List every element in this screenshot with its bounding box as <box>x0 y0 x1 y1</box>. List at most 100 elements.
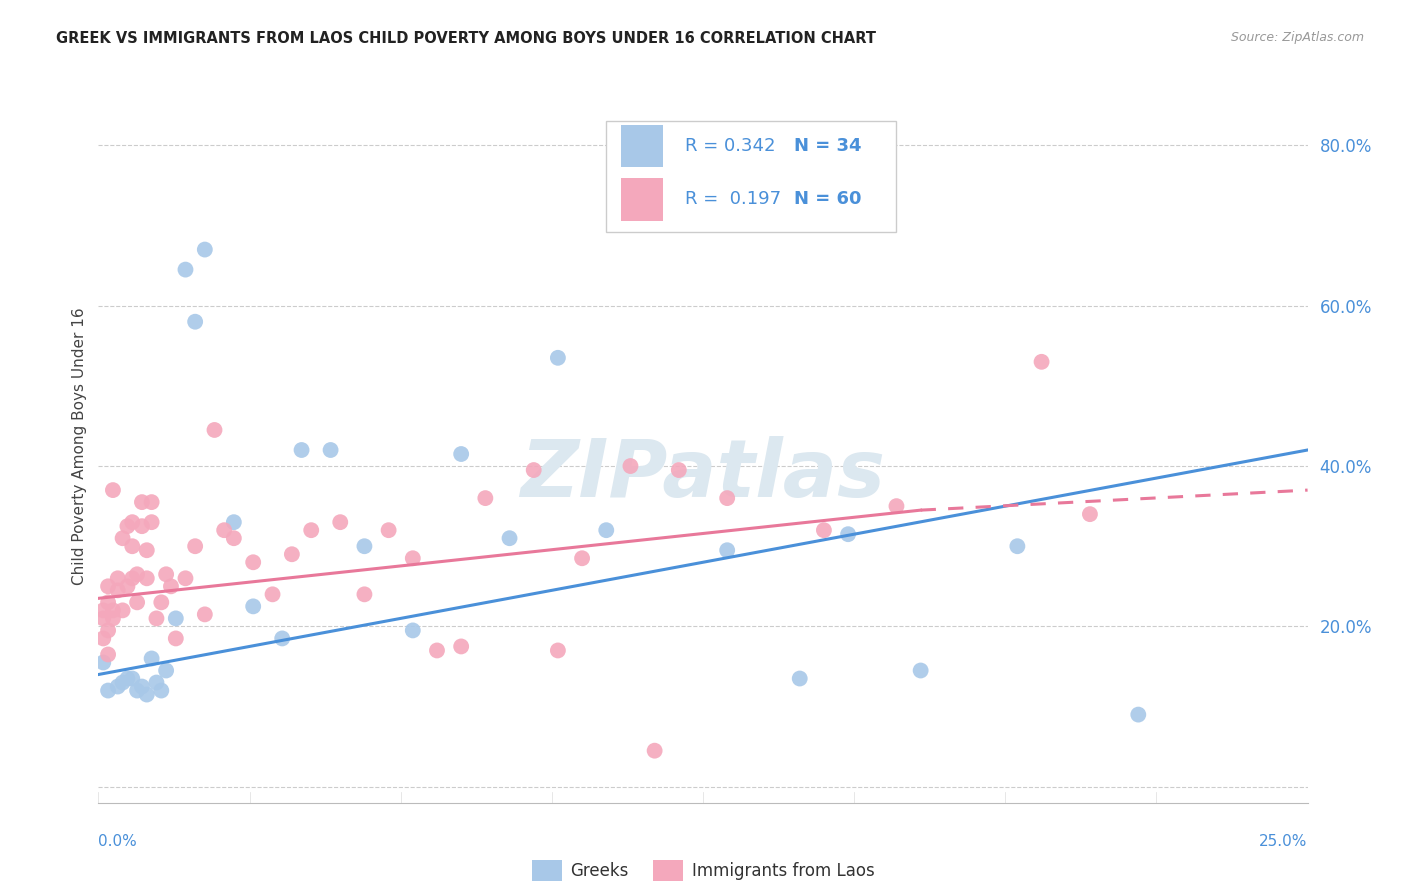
Point <box>91 603 114 617</box>
Point <box>402 551 425 566</box>
Point <box>121 672 143 686</box>
Point <box>111 675 134 690</box>
Point <box>910 664 932 678</box>
Point <box>127 683 149 698</box>
Point <box>91 656 114 670</box>
Point <box>101 603 124 617</box>
Point <box>212 523 235 537</box>
Point <box>145 675 167 690</box>
Point <box>619 458 641 473</box>
Point <box>426 643 449 657</box>
Point <box>262 587 284 601</box>
Point <box>1031 355 1053 369</box>
Point <box>150 595 173 609</box>
Point <box>377 523 399 537</box>
Point <box>141 651 163 665</box>
Point <box>121 571 143 585</box>
Point <box>121 539 143 553</box>
Point <box>101 483 124 497</box>
Point <box>571 551 593 566</box>
Point <box>281 547 304 561</box>
Text: Source: ZipAtlas.com: Source: ZipAtlas.com <box>1230 31 1364 45</box>
Point <box>271 632 294 646</box>
Point <box>117 579 139 593</box>
Text: R = 0.342: R = 0.342 <box>685 137 775 155</box>
Point <box>1128 707 1150 722</box>
Point <box>131 519 153 533</box>
Point <box>97 579 120 593</box>
Point <box>498 531 520 545</box>
Point <box>141 495 163 509</box>
Point <box>97 624 120 638</box>
Y-axis label: Child Poverty Among Boys Under 16: Child Poverty Among Boys Under 16 <box>72 307 87 585</box>
Point <box>91 611 114 625</box>
Point <box>155 567 177 582</box>
Point <box>135 543 157 558</box>
Point <box>141 515 163 529</box>
Point <box>595 523 617 537</box>
Point <box>523 463 546 477</box>
Point <box>242 599 264 614</box>
Point <box>155 664 177 678</box>
Point <box>813 523 835 537</box>
Point <box>194 243 217 257</box>
Point <box>135 571 157 585</box>
Point <box>450 640 472 654</box>
Text: 25.0%: 25.0% <box>1260 834 1308 849</box>
Point <box>174 262 197 277</box>
Point <box>111 531 134 545</box>
Point <box>97 648 120 662</box>
Point <box>107 583 129 598</box>
Text: N = 34: N = 34 <box>793 137 862 155</box>
Point <box>127 567 149 582</box>
Point <box>222 531 245 545</box>
Point <box>107 680 129 694</box>
FancyBboxPatch shape <box>606 121 897 232</box>
Point <box>837 527 859 541</box>
Text: R =  0.197: R = 0.197 <box>685 190 780 208</box>
Point <box>131 495 153 509</box>
Point <box>131 680 153 694</box>
Point <box>353 587 375 601</box>
Text: 0.0%: 0.0% <box>98 834 138 849</box>
Point <box>450 447 472 461</box>
Point <box>299 523 322 537</box>
Point <box>127 595 149 609</box>
Point <box>165 632 187 646</box>
Point <box>165 611 187 625</box>
Point <box>194 607 217 622</box>
Point <box>474 491 496 505</box>
Point <box>135 688 157 702</box>
Point <box>644 744 666 758</box>
Point <box>886 499 908 513</box>
Point <box>329 515 352 529</box>
FancyBboxPatch shape <box>621 125 664 168</box>
Point <box>117 672 139 686</box>
Point <box>204 423 226 437</box>
FancyBboxPatch shape <box>621 178 664 220</box>
Point <box>547 351 569 365</box>
Point <box>789 672 811 686</box>
Point <box>402 624 425 638</box>
Point <box>222 515 245 529</box>
Point <box>101 611 124 625</box>
Point <box>290 442 312 457</box>
Point <box>111 603 134 617</box>
Point <box>117 519 139 533</box>
Point <box>160 579 183 593</box>
Text: GREEK VS IMMIGRANTS FROM LAOS CHILD POVERTY AMONG BOYS UNDER 16 CORRELATION CHAR: GREEK VS IMMIGRANTS FROM LAOS CHILD POVE… <box>56 31 876 46</box>
Point <box>150 683 173 698</box>
Point <box>145 611 167 625</box>
Point <box>184 315 207 329</box>
Point <box>319 442 342 457</box>
Text: ZIPatlas: ZIPatlas <box>520 435 886 514</box>
Point <box>353 539 375 553</box>
Point <box>174 571 197 585</box>
Point <box>242 555 264 569</box>
Point <box>97 683 120 698</box>
Point <box>1078 507 1101 521</box>
Point <box>107 571 129 585</box>
Point <box>716 543 738 558</box>
Point <box>97 595 120 609</box>
Text: N = 60: N = 60 <box>793 190 862 208</box>
